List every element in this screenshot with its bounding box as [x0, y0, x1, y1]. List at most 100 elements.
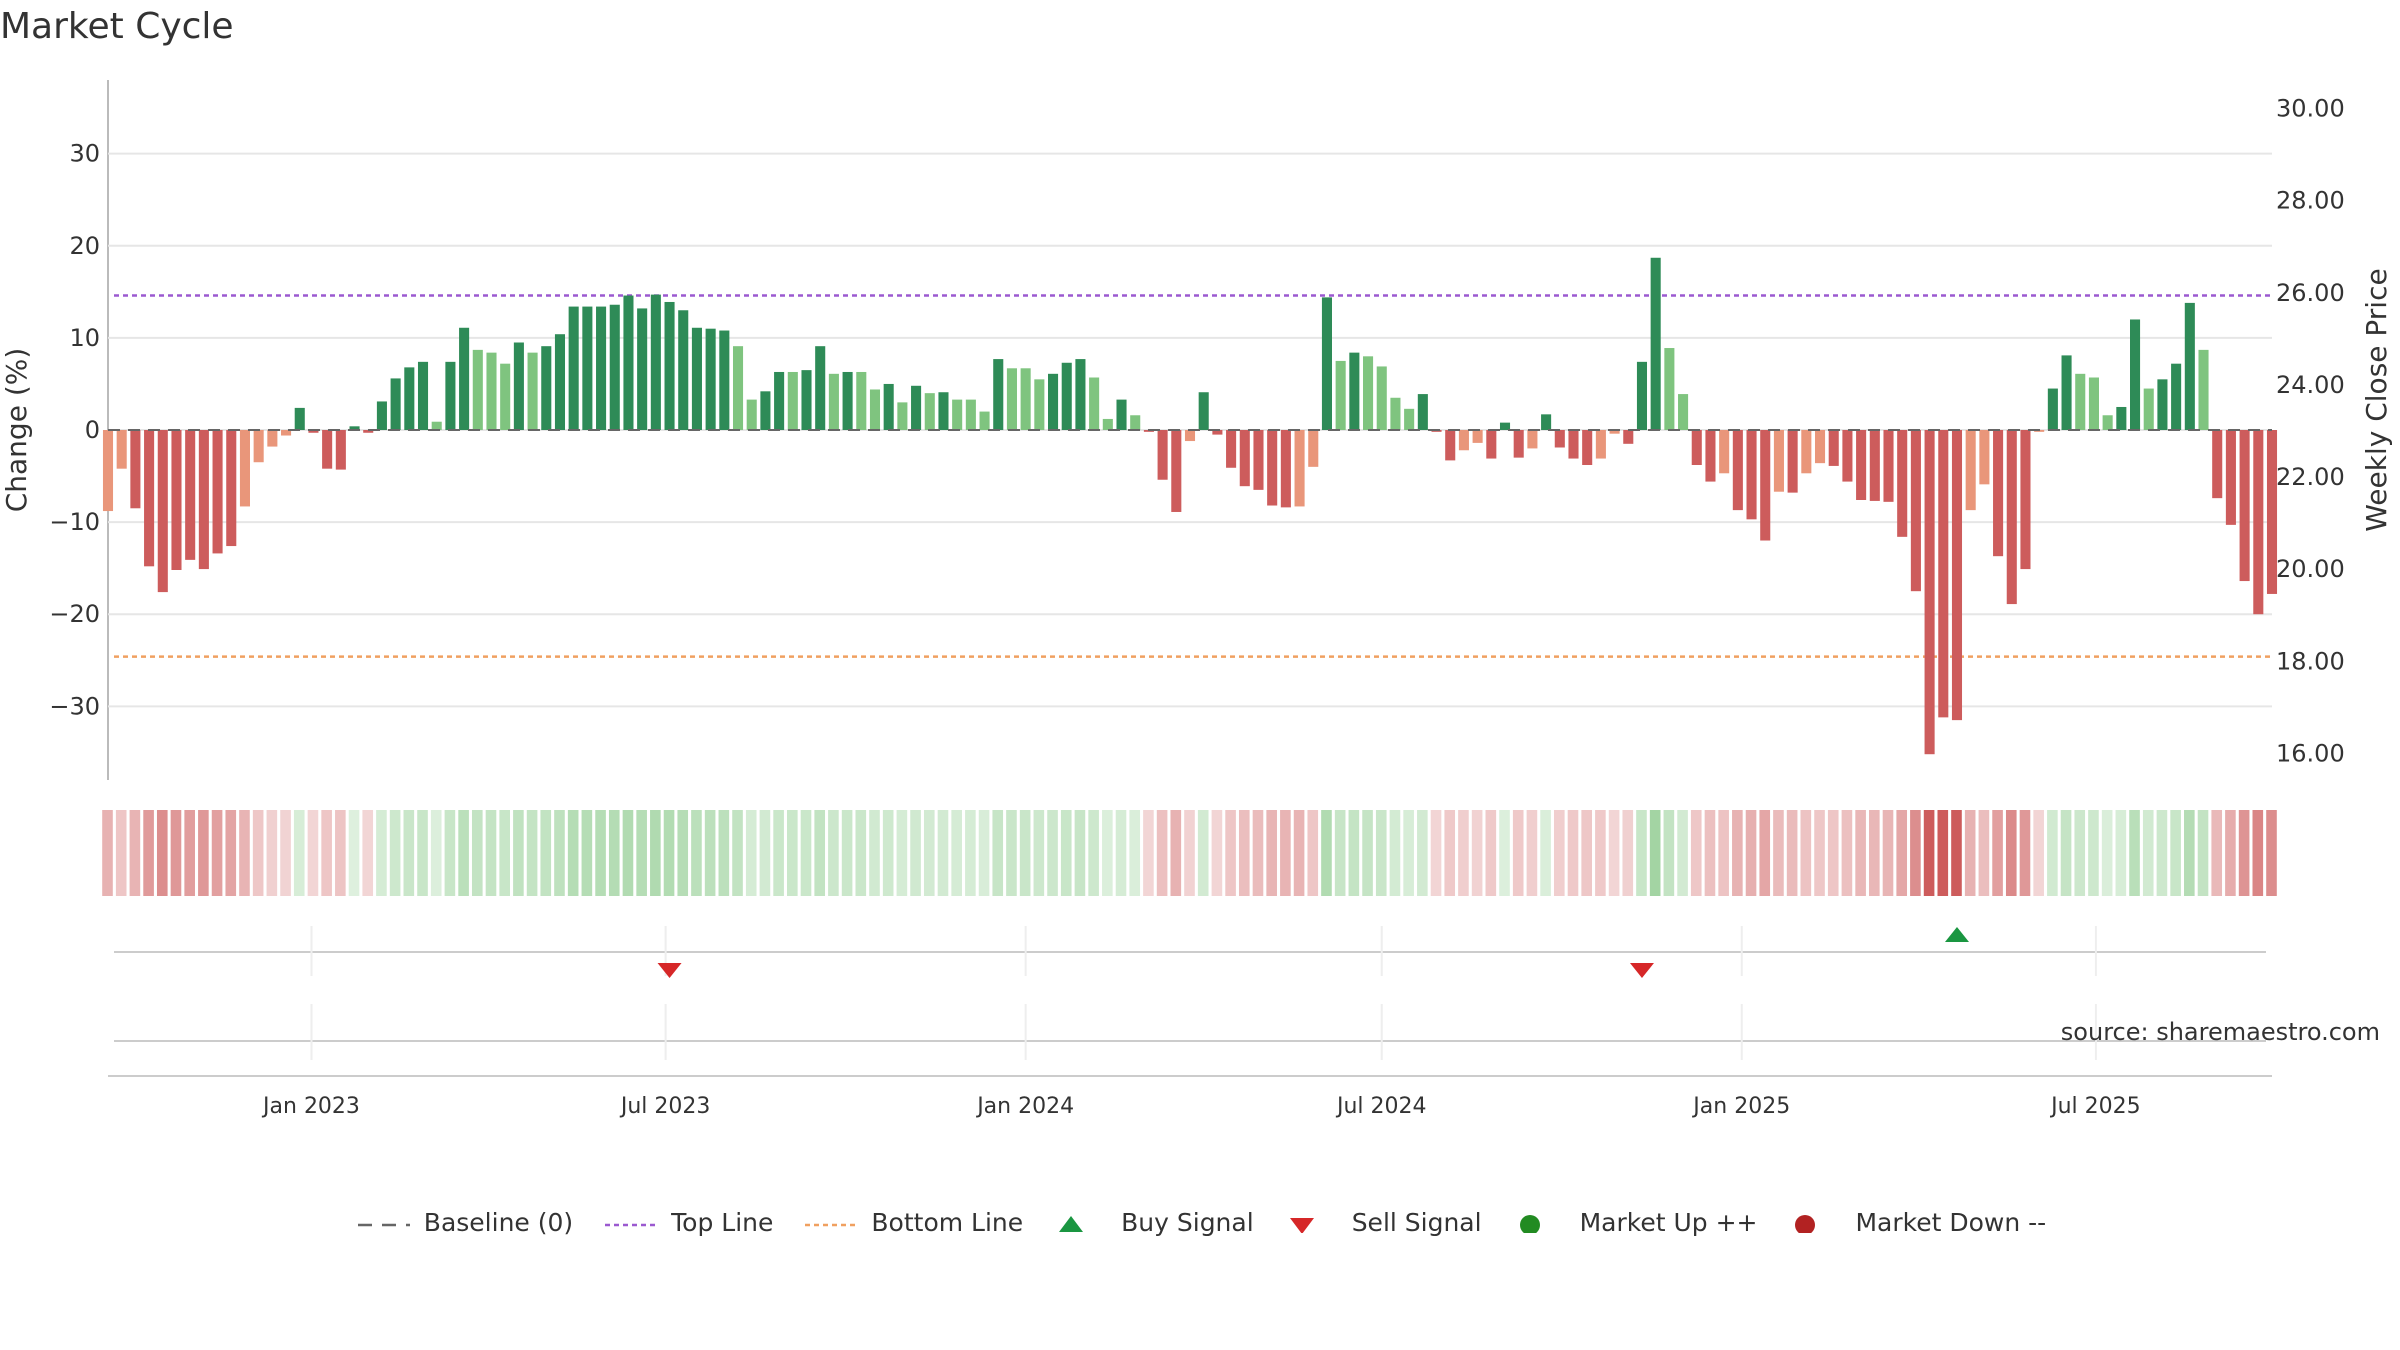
- heat-cell: [266, 810, 278, 896]
- heat-cell: [348, 810, 360, 896]
- heat-cell: [1348, 810, 1360, 896]
- heat-cell: [787, 810, 798, 896]
- y-left-tick-label: −30: [49, 692, 100, 720]
- heat-cell: [526, 810, 538, 896]
- heat-cell: [102, 810, 113, 896]
- change-bar: [732, 346, 744, 430]
- heat-cell: [1923, 810, 1935, 896]
- heat-cell: [1553, 810, 1565, 896]
- heat-cell: [430, 810, 442, 896]
- change-bar: [1404, 408, 1415, 430]
- heat-cell: [1992, 810, 2003, 896]
- heat-cell: [1786, 810, 1798, 896]
- change-bar: [596, 306, 607, 430]
- change-bar: [1061, 362, 1072, 430]
- change-bar: [144, 430, 155, 567]
- change-bar: [650, 294, 661, 430]
- heat-cell: [293, 810, 305, 896]
- legend-label: Top Line: [671, 1208, 774, 1237]
- y-right-tick-label: 24.00: [2276, 371, 2345, 399]
- heat-cell: [458, 810, 469, 896]
- heat-cell: [1102, 810, 1113, 896]
- change-bar: [185, 430, 196, 560]
- heat-cell: [2170, 810, 2181, 896]
- heat-cell: [540, 810, 552, 896]
- change-bar: [924, 393, 935, 430]
- heat-cell: [1649, 810, 1661, 896]
- change-bar: [2225, 430, 2236, 525]
- change-bar: [1650, 257, 1661, 430]
- heat-cell: [1430, 810, 1442, 896]
- legend-label: Baseline (0): [423, 1208, 574, 1237]
- heat-cell: [1526, 810, 1538, 896]
- heat-cell: [745, 810, 757, 896]
- heat-cell: [677, 810, 689, 896]
- change-bar: [308, 430, 319, 433]
- heat-cell: [882, 810, 894, 896]
- change-bar: [1130, 415, 1141, 430]
- change-bar: [1924, 430, 1935, 755]
- change-bar: [102, 430, 114, 512]
- y-right-axis-title: Weekly Close Price: [2360, 268, 2393, 531]
- x-tick-label: Jul 2024: [1335, 1094, 1427, 1119]
- heat-cell: [937, 810, 949, 896]
- legend-symbol-baseline: [357, 1223, 410, 1226]
- change-bar: [1760, 430, 1771, 541]
- legend-symbol-up: [1519, 1214, 1540, 1233]
- heat-cell: [1512, 810, 1524, 896]
- change-bar: [1705, 430, 1716, 482]
- change-bar: [842, 371, 853, 430]
- heat-cell: [1156, 810, 1168, 896]
- change-bar: [1897, 430, 1908, 537]
- heat-cell: [184, 810, 195, 896]
- legend-item-top: Top Line: [601, 1208, 773, 1237]
- change-bar: [2116, 406, 2127, 430]
- change-bar: [1212, 430, 1223, 435]
- change-bar: [1308, 430, 1319, 467]
- change-bar: [157, 430, 168, 593]
- heat-cell: [2142, 810, 2154, 896]
- change-bar: [1527, 430, 1538, 449]
- change-bar: [746, 399, 757, 430]
- change-bar: [2102, 415, 2113, 430]
- change-bar: [1335, 360, 1346, 430]
- heat-cell: [499, 810, 510, 896]
- change-bar: [1048, 373, 1059, 430]
- change-bar: [1582, 430, 1593, 465]
- heat-cell: [1307, 810, 1319, 896]
- heat-cell: [759, 810, 771, 896]
- change-bar: [1116, 399, 1127, 430]
- change-bar: [568, 306, 579, 430]
- heat-cell: [444, 810, 456, 896]
- heat-cell: [1759, 810, 1771, 896]
- change-bar: [623, 295, 634, 430]
- change-bar: [1171, 430, 1182, 512]
- chart-legend: Baseline (0) Top Line Bottom Line Buy Signa…: [0, 1208, 2400, 1237]
- heat-cell: [636, 810, 647, 896]
- heat-cell: [389, 810, 401, 896]
- x-tick-label: Jan 2024: [975, 1094, 1074, 1119]
- change-bar: [390, 378, 401, 430]
- change-bar: [938, 392, 949, 430]
- change-bar: [965, 399, 976, 430]
- heat-cell: [869, 810, 880, 896]
- heat-cell: [1197, 810, 1209, 896]
- heat-cell: [403, 810, 415, 896]
- y-left-tick-label: −10: [49, 508, 100, 536]
- change-bar: [1499, 422, 1511, 430]
- heat-cell: [1280, 810, 1291, 896]
- change-bar: [2239, 430, 2250, 582]
- change-bar: [486, 352, 497, 430]
- heat-cell: [923, 810, 935, 896]
- legend-symbol-buy: [1059, 1215, 1084, 1232]
- change-bar: [678, 310, 689, 430]
- heat-cell: [773, 810, 784, 896]
- change-bar: [1787, 430, 1798, 493]
- heat-cell: [1773, 810, 1784, 896]
- legend-label: Buy Signal: [1121, 1208, 1254, 1237]
- heat-cell: [1663, 810, 1675, 896]
- change-bar: [609, 304, 620, 430]
- change-bar: [376, 401, 387, 430]
- change-bar: [431, 421, 442, 430]
